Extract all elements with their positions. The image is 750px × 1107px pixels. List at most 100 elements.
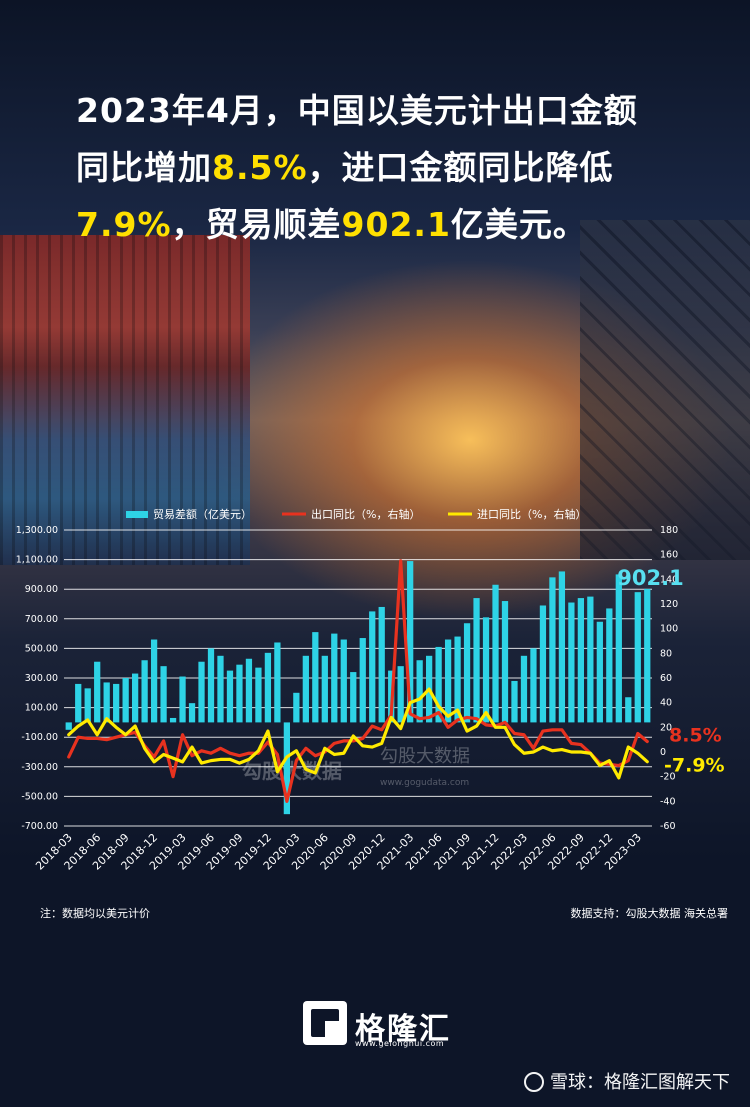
y-right-tick-label: 160	[660, 550, 678, 561]
trade-chart: 1,300.00 1,100.00 900.00 700.00 500.00 300.00…	[16, 507, 725, 873]
import-yoy-data-label: -7.9%	[664, 755, 725, 777]
trade-balance-bar	[188, 703, 196, 723]
y-right-tick-label: 100	[660, 624, 678, 635]
trade-balance-bar	[331, 633, 338, 723]
trade-balance-bar	[359, 638, 366, 723]
legend-label-export: 出口同比（%，右轴）	[311, 507, 420, 521]
trade-balance-bar	[511, 680, 518, 723]
trade-balance-bar	[113, 683, 120, 723]
y-right-tick-label: 120	[660, 599, 678, 610]
y-right-tick-label: -60	[660, 821, 676, 832]
trade-balance-bar	[444, 639, 452, 723]
y-left-tick-label: -300.00	[21, 762, 58, 773]
trade-balance-bar	[302, 655, 309, 723]
data-source-note: 数据支持：勾股大数据 海关总署	[570, 907, 729, 920]
trade-balance-bar	[150, 639, 158, 723]
trade-balance-bar	[312, 632, 319, 723]
trade-balance-bar	[217, 655, 224, 723]
headline-line-2: 同比增加8.5%，进口金额同比降低	[76, 148, 614, 187]
y-right-tick-label: 180	[660, 525, 678, 536]
trade-balance-bar	[274, 642, 281, 723]
y-left-tick-label: -100.00	[21, 732, 58, 743]
trade-balance-bar	[435, 646, 442, 723]
trade-balance-bar	[501, 601, 509, 723]
trade-balance-bar	[122, 678, 129, 723]
y-left-tick-label: 100.00	[25, 703, 58, 714]
trade-balance-bar	[416, 660, 423, 723]
y-right-tick-label: 60	[660, 673, 672, 684]
legend-swatch-trade-balance	[126, 511, 148, 518]
y-left-tick-label: 500.00	[25, 643, 58, 654]
trade-balance-bar	[84, 688, 91, 723]
trade-balance-bar	[293, 692, 300, 723]
xueqiu-watermark: 雪球：格隆汇图解天下	[524, 1068, 730, 1094]
headline: 2023年4月，中国以美元计出口金额 同比增加8.5%，进口金额同比降低 7.9…	[76, 82, 696, 253]
y-right-tick-label: 140	[660, 574, 678, 585]
trade-balance-data-label: 902.1	[617, 566, 683, 590]
legend-label-trade-balance: 贸易差额（亿美元）	[153, 507, 252, 521]
trade-balance-bar	[169, 717, 177, 723]
trade-balance-bar	[644, 588, 651, 723]
y-left-tick-label: 1,100.00	[16, 555, 58, 566]
y-left-tick-label: 300.00	[25, 673, 58, 684]
legend-label-import: 进口同比（%，右轴）	[477, 507, 586, 521]
y-left-tick-label: 900.00	[25, 584, 58, 595]
trade-balance-bar	[207, 648, 215, 723]
trade-balance-bar	[558, 571, 566, 723]
trade-balance-bar	[577, 598, 585, 723]
trade-balance-bar	[198, 661, 205, 723]
trade-balance-bar	[226, 670, 234, 723]
watermark-url: www.gogudata.com	[380, 778, 469, 788]
g-logo-icon	[303, 1001, 347, 1045]
import-decline-highlight: 7.9%	[76, 205, 172, 244]
y-right-tick-label: 20	[660, 722, 672, 733]
trade-balance-bar	[255, 667, 262, 723]
trade-balance-bar	[473, 598, 480, 723]
export-growth-highlight: 8.5%	[212, 148, 308, 187]
import-yoy-line	[67, 687, 649, 780]
trade-balance-bar	[378, 606, 385, 723]
trade-balance-bar	[463, 623, 471, 723]
y-right-tick-label: 0	[660, 747, 666, 758]
headline-line-1: 2023年4月，中国以美元计出口金额	[76, 91, 638, 130]
trade-balance-bar	[65, 722, 72, 730]
watermark-site-name: 勾股大数据	[380, 746, 470, 767]
trade-balance-bar	[350, 672, 357, 723]
trade-balance-bar	[179, 676, 186, 723]
port-crane-graphic	[580, 220, 750, 560]
trade-balance-bar	[625, 697, 632, 723]
trade-surplus-highlight: 902.1	[341, 205, 451, 244]
trade-balance-bar	[340, 639, 347, 723]
trade-balance-bar	[596, 621, 603, 723]
headline-line-3: 7.9%，贸易顺差902.1亿美元。	[76, 205, 587, 244]
trade-balance-bar	[369, 611, 376, 723]
trade-balance-bar	[634, 592, 641, 723]
trade-balance-bar	[94, 661, 101, 723]
y-left-tick-label: -700.00	[21, 821, 58, 832]
export-yoy-data-label: 8.5%	[669, 725, 722, 747]
trade-balance-bar	[131, 673, 139, 723]
trade-balance-bar	[264, 652, 272, 723]
trade-balance-bar	[407, 561, 414, 723]
trade-balance-bar	[568, 602, 575, 723]
footnote: 注：数据均以美元计价	[40, 907, 150, 920]
trade-balance-bar	[283, 722, 291, 815]
trade-balance-bar	[397, 666, 404, 723]
trade-balance-bar	[606, 608, 613, 723]
y-left-tick-label: 700.00	[25, 614, 58, 625]
trade-balance-bar	[160, 666, 167, 723]
y-left-tick-label: -500.00	[21, 791, 58, 802]
trade-balance-bar	[75, 683, 82, 723]
trade-balance-bar	[492, 584, 499, 723]
trade-balance-bar	[141, 660, 148, 723]
trade-balance-bar	[103, 682, 110, 723]
trade-balance-bar	[482, 617, 490, 723]
y-right-tick-label: 80	[660, 648, 672, 659]
trade-balance-bar	[539, 605, 547, 723]
xueqiu-icon	[524, 1072, 544, 1092]
logo-url: www.gelonghui.com	[355, 1039, 445, 1048]
trade-balance-bar	[530, 648, 537, 723]
trade-balance-bar	[454, 636, 461, 723]
trade-balance-bar	[549, 577, 556, 723]
gelonghui-logo: 格隆汇 www.gelonghui.com	[303, 1001, 453, 1051]
